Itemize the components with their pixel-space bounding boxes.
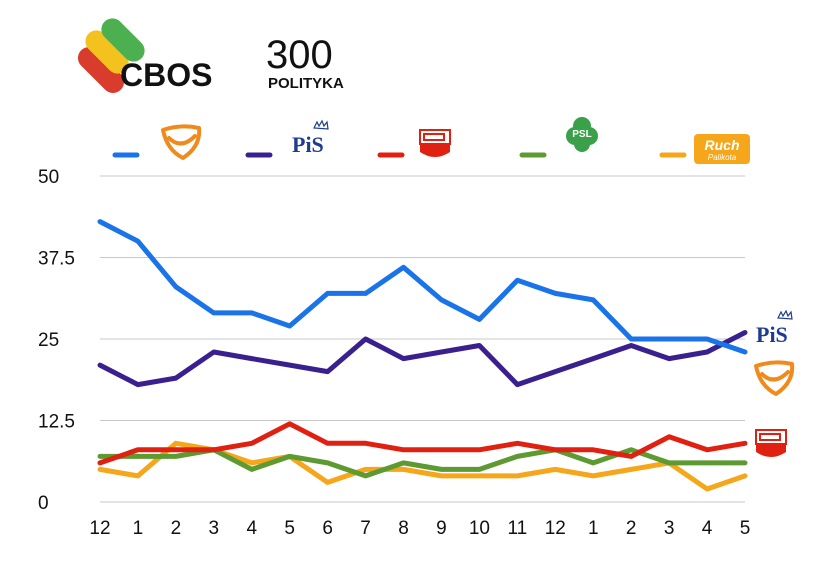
grid — [100, 175, 745, 503]
y-tick-label: 0 — [38, 493, 49, 514]
series-lines — [97, 219, 748, 492]
x-tick-label: 1 — [133, 518, 144, 539]
y-tick-label: 25 — [38, 330, 59, 351]
po-logo — [754, 360, 795, 396]
series-line-pis — [97, 330, 748, 388]
cbos-logo: CBOS — [77, 18, 212, 94]
x-tick-label: 11 — [507, 518, 527, 539]
svg-text:PiS: PiS — [292, 132, 324, 157]
x-tick-label: 3 — [664, 518, 675, 539]
x-tick-label: 2 — [626, 518, 637, 539]
sld-logo — [755, 429, 787, 457]
psl-logo: PSL — [566, 117, 598, 152]
svg-text:Palikota: Palikota — [708, 153, 737, 162]
svg-text:PiS: PiS — [756, 322, 788, 347]
cbos-logo-text: CBOS — [120, 57, 212, 93]
series-line-po — [97, 219, 748, 355]
pis-logo: PiS — [292, 119, 329, 157]
polityka-300-number: 300 — [266, 33, 333, 77]
svg-text:Ruch: Ruch — [705, 137, 740, 153]
x-axis: 12 1 2 3 4 5 6 7 8 9 10 11 12 1 2 3 4 5 — [89, 518, 750, 539]
legend-item-psl: PSL — [519, 117, 598, 158]
pis-logo: PiS — [756, 309, 793, 347]
x-tick-label: 2 — [171, 518, 182, 539]
x-tick-label: 7 — [360, 518, 371, 539]
y-tick-label: 12.5 — [38, 412, 75, 433]
polityka-300-logo: 300 POLITYKA — [266, 33, 344, 92]
y-tick-label: 37.5 — [38, 249, 75, 270]
end-label-pis: PiS — [756, 309, 793, 347]
x-tick-label: 3 — [209, 518, 220, 539]
x-tick-label: 10 — [469, 518, 490, 539]
x-tick-label: 12 — [89, 518, 110, 539]
end-label-po — [754, 360, 795, 396]
x-tick-label: 6 — [322, 518, 333, 539]
end-label-sld — [755, 429, 787, 457]
series-line-sld — [97, 421, 748, 466]
x-tick-label: 4 — [702, 518, 713, 539]
x-tick-label: 1 — [588, 518, 599, 539]
sld-logo — [419, 129, 451, 157]
x-tick-label: 5 — [740, 518, 751, 539]
y-tick-label: 50 — [38, 167, 59, 188]
legend-item-po — [112, 124, 202, 160]
end-labels: PiS — [754, 309, 795, 457]
x-tick-label: 5 — [284, 518, 295, 539]
x-tick-label: 9 — [436, 518, 447, 539]
po-logo — [161, 124, 202, 160]
legend-item-pis: PiS — [245, 119, 329, 158]
x-tick-label: 4 — [246, 518, 257, 539]
x-tick-label: 12 — [545, 518, 566, 539]
polityka-300-word: POLITYKA — [268, 75, 344, 92]
x-tick-label: 8 — [398, 518, 409, 539]
svg-text:PSL: PSL — [572, 129, 591, 140]
y-axis: 50 37.5 25 12.5 0 — [38, 167, 75, 514]
legend-item-sld — [377, 129, 451, 158]
